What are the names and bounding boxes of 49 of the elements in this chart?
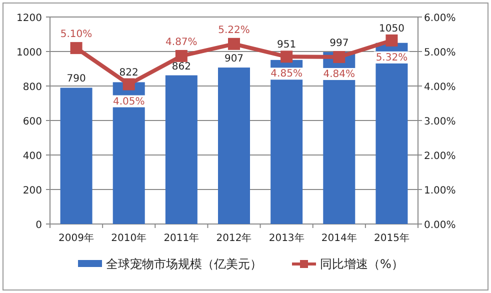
x-tick-label: 2009年: [58, 232, 94, 244]
y-tick-label: 400: [22, 151, 42, 162]
y2-tick-label: 5.00%: [424, 48, 456, 58]
y2-tick-label: 3.00%: [424, 116, 456, 128]
data-label: 5.10%: [60, 29, 92, 40]
data-label: 5.22%: [218, 24, 250, 36]
y2-tick-label: 6.00%: [424, 13, 456, 24]
point: [122, 78, 135, 90]
point: [280, 50, 293, 63]
bar: [60, 88, 92, 224]
data-label: 1050: [378, 23, 404, 34]
data-label: 997: [330, 38, 349, 50]
y-tick-label: 600: [22, 116, 42, 128]
y-tick-label: 1200: [16, 13, 42, 24]
data-label: 790: [66, 74, 86, 85]
data-label: 822: [119, 67, 138, 78]
y-tick-label: 0: [36, 220, 42, 231]
data-label: 4.85%: [270, 68, 302, 80]
data-label: 862: [172, 61, 191, 72]
x-tick-label: 2010年: [111, 232, 147, 244]
x-tick-label: 2014年: [321, 232, 357, 244]
data-label: 4.05%: [112, 96, 145, 108]
point: [386, 34, 398, 46]
y2-tick-label: 1.00%: [424, 186, 456, 196]
y2-tick-label: 2.00%: [424, 151, 456, 162]
point: [333, 51, 346, 64]
y-tick-label: 800: [22, 82, 42, 93]
y-tick-label: 1000: [16, 48, 42, 58]
bar: [376, 42, 408, 224]
bar: [270, 60, 303, 224]
y2-tick-label: 0.00%: [424, 220, 456, 231]
legend-label: 同比增速（%）: [320, 257, 404, 271]
y-tick-label: 200: [22, 186, 42, 196]
data-label: 5.32%: [376, 52, 408, 64]
bar: [165, 75, 198, 224]
data-label: 4.87%: [166, 36, 198, 48]
y2-tick-label: 4.00%: [424, 82, 456, 93]
x-tick-label: 2011年: [164, 232, 200, 244]
data-label: 951: [277, 40, 296, 51]
bar: [218, 68, 250, 224]
data-label: 4.84%: [323, 69, 356, 80]
x-tick-label: 2012年: [216, 232, 252, 244]
x-tick-label: 2013年: [268, 232, 304, 244]
point: [70, 42, 82, 54]
point: [175, 50, 188, 62]
point: [228, 38, 240, 50]
x-tick-label: 2015年: [374, 232, 410, 244]
legend-label: 全球宠物市场规模（亿美元）: [106, 257, 262, 271]
data-label: 907: [224, 54, 244, 65]
